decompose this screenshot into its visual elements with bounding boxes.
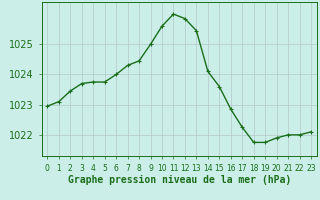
X-axis label: Graphe pression niveau de la mer (hPa): Graphe pression niveau de la mer (hPa): [68, 175, 291, 185]
